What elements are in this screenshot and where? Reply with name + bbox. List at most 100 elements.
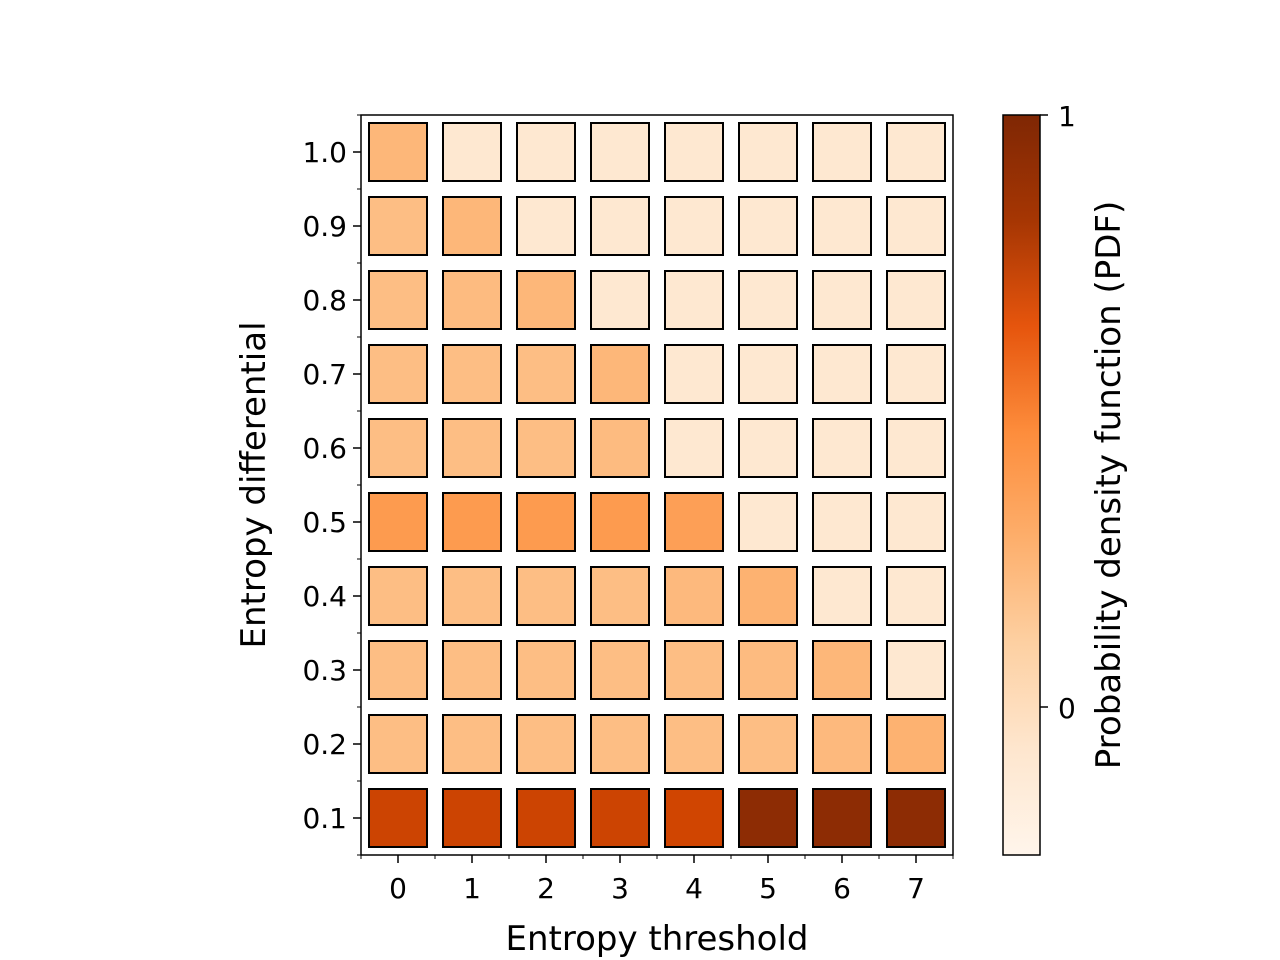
heatmap-cell — [664, 270, 724, 330]
heatmap-cell — [590, 492, 650, 552]
heatmap-cell — [368, 566, 428, 626]
heatmap-cell — [812, 122, 872, 182]
heatmap-cell — [516, 122, 576, 182]
heatmap-cell — [886, 196, 946, 256]
heatmap-cell — [368, 122, 428, 182]
heatmap-cell — [886, 270, 946, 330]
heatmap-cell — [664, 788, 724, 848]
heatmap-cell — [590, 270, 650, 330]
heatmap-cell — [590, 122, 650, 182]
y-tick-label: 0.4 — [302, 580, 347, 613]
heatmap-cell — [442, 418, 502, 478]
heatmap-cell — [738, 492, 798, 552]
x-tick-label: 1 — [463, 872, 481, 905]
heatmap-cell — [442, 492, 502, 552]
heatmap-cell — [738, 196, 798, 256]
heatmap-cell — [368, 196, 428, 256]
heatmap-cell — [442, 788, 502, 848]
heatmap-cell — [738, 122, 798, 182]
x-tick-label: 5 — [759, 872, 777, 905]
heatmap-cell — [664, 640, 724, 700]
heatmap-cell — [812, 196, 872, 256]
heatmap-cell — [590, 714, 650, 774]
x-tick-label: 0 — [389, 872, 407, 905]
x-axis-label: Entropy threshold — [505, 919, 808, 959]
heatmap-cell — [442, 344, 502, 404]
heatmap-cell — [368, 344, 428, 404]
y-tick-label: 0.6 — [302, 432, 347, 465]
y-axis-label: Entropy differential — [234, 321, 274, 648]
heatmap-cell — [738, 714, 798, 774]
heatmap-cell — [886, 492, 946, 552]
heatmap-cell — [516, 418, 576, 478]
heatmap-cell — [442, 714, 502, 774]
y-tick-label: 0.8 — [302, 284, 347, 317]
x-tick-label: 3 — [611, 872, 629, 905]
colorbar-tick-label: 0 — [1058, 692, 1076, 725]
heatmap-cell — [664, 492, 724, 552]
axis-ticks: 0 1 2 3 4 5 6 7 0.1 0.2 0.3 0.4 0.5 0.6 0.7 0.8 0.9 1.0 — [302, 114, 954, 905]
heatmap-cell — [516, 788, 576, 848]
colorbar — [1002, 114, 1041, 856]
heatmap-cell — [516, 492, 576, 552]
heatmap-cell — [886, 122, 946, 182]
heatmap-cell — [442, 640, 502, 700]
heatmap-cell — [516, 714, 576, 774]
heatmap-cell — [886, 566, 946, 626]
y-tick-label: 0.9 — [302, 210, 347, 243]
heatmap-cell — [590, 344, 650, 404]
heatmap-cell — [738, 788, 798, 848]
y-tick-label: 0.3 — [302, 654, 347, 687]
heatmap-cell — [886, 418, 946, 478]
heatmap-cell — [664, 344, 724, 404]
heatmap-cell — [664, 714, 724, 774]
heatmap-cell — [886, 640, 946, 700]
heatmap-cell — [738, 344, 798, 404]
colorbar-tick-label: 1 — [1058, 100, 1076, 133]
heatmap-cell — [442, 196, 502, 256]
heatmap-cell — [368, 270, 428, 330]
heatmap-cell — [886, 788, 946, 848]
heatmap-cells — [368, 122, 946, 848]
heatmap-cell — [886, 344, 946, 404]
heatmap-cell — [516, 196, 576, 256]
heatmap-cell — [812, 492, 872, 552]
heatmap-cell — [590, 640, 650, 700]
heatmap-cell — [738, 566, 798, 626]
heatmap-cell — [368, 714, 428, 774]
heatmap-cell — [442, 122, 502, 182]
plot-frame — [360, 114, 954, 856]
heatmap-cell — [368, 492, 428, 552]
heatmap-cell — [516, 640, 576, 700]
y-tick-label: 0.1 — [302, 802, 347, 835]
heatmap-cell — [664, 122, 724, 182]
y-tick-label: 1.0 — [302, 136, 347, 169]
x-tick-label: 2 — [537, 872, 555, 905]
y-tick-label: 0.7 — [302, 358, 347, 391]
heatmap-cell — [738, 418, 798, 478]
heatmap-cell — [516, 566, 576, 626]
colorbar-label: Probability density function (PDF) — [1089, 201, 1129, 769]
heatmap-cell — [664, 196, 724, 256]
colorbar-ticks: 10 — [1040, 100, 1076, 725]
heatmap-cell — [664, 418, 724, 478]
heatmap-cell — [368, 788, 428, 848]
heatmap-cell — [516, 270, 576, 330]
heatmap-cell — [738, 640, 798, 700]
x-tick-label: 4 — [685, 872, 703, 905]
heatmap-cell — [590, 788, 650, 848]
y-tick-label: 0.2 — [302, 728, 347, 761]
y-tick-label: 0.5 — [302, 506, 347, 539]
heatmap-cell — [590, 196, 650, 256]
heatmap-cell — [812, 788, 872, 848]
heatmap-cell — [442, 270, 502, 330]
heatmap-cell — [738, 270, 798, 330]
heatmap-cell — [812, 344, 872, 404]
heatmap-cell — [590, 418, 650, 478]
heatmap-cell — [590, 566, 650, 626]
heatmap-cell — [812, 640, 872, 700]
heatmap-cell — [442, 566, 502, 626]
heatmap-cell — [664, 566, 724, 626]
x-tick-label: 7 — [907, 872, 925, 905]
